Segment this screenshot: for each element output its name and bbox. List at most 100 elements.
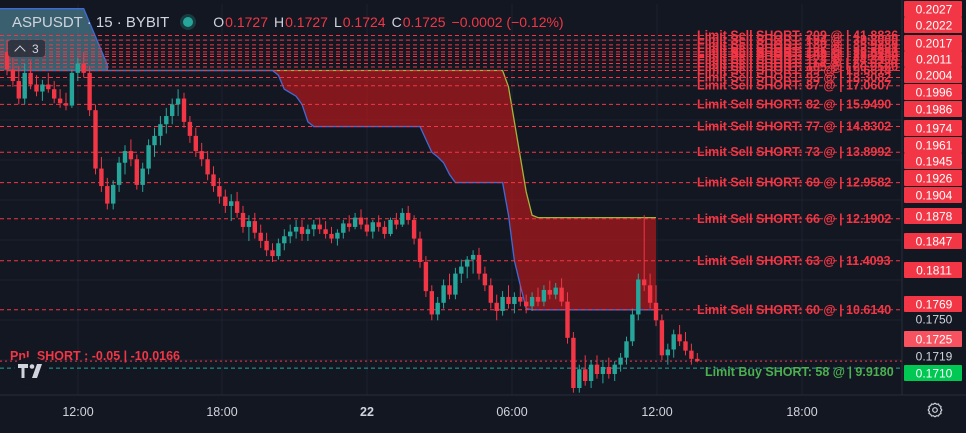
candle[interactable] [134, 154, 139, 190]
candle[interactable] [476, 247, 482, 280]
candle[interactable] [577, 364, 582, 393]
candle[interactable] [388, 217, 393, 237]
candle[interactable] [630, 308, 635, 346]
candle[interactable] [535, 287, 541, 307]
candle[interactable] [588, 359, 594, 388]
candle[interactable] [465, 256, 470, 279]
candle[interactable] [406, 205, 411, 225]
candle[interactable] [175, 89, 181, 117]
candle[interactable] [347, 215, 352, 232]
candle[interactable] [4, 40, 10, 76]
candle[interactable] [146, 139, 151, 175]
candle[interactable] [335, 229, 340, 246]
candle[interactable] [400, 208, 405, 227]
candle[interactable] [506, 285, 511, 309]
candle[interactable] [653, 285, 659, 327]
candle[interactable] [541, 285, 547, 307]
candle[interactable] [258, 224, 263, 248]
candle[interactable] [311, 219, 316, 237]
candle[interactable] [547, 280, 552, 300]
candle[interactable] [276, 238, 281, 260]
symbol-title[interactable]: ASPUSDT · 15 · BYBIT [12, 13, 170, 31]
candle[interactable] [341, 219, 346, 239]
candle[interactable] [170, 98, 175, 125]
candle[interactable] [411, 215, 417, 245]
candle[interactable] [93, 104, 98, 175]
candle[interactable] [453, 267, 458, 300]
candle[interactable] [16, 65, 21, 105]
candle[interactable] [559, 278, 564, 307]
candle[interactable] [364, 217, 370, 237]
candle[interactable] [429, 285, 434, 321]
candle[interactable] [105, 177, 110, 210]
candle[interactable] [435, 296, 440, 321]
candle[interactable] [28, 61, 33, 90]
candle[interactable] [193, 127, 198, 157]
candle[interactable] [22, 63, 27, 105]
candle[interactable] [612, 361, 617, 381]
candle[interactable] [187, 116, 193, 143]
candle[interactable] [299, 219, 305, 241]
candle[interactable] [376, 215, 381, 232]
candle[interactable] [246, 215, 252, 241]
candle[interactable] [382, 221, 387, 239]
candle[interactable] [323, 221, 328, 239]
candle[interactable] [40, 79, 45, 101]
candle[interactable] [52, 81, 57, 104]
candle[interactable] [75, 57, 80, 82]
candle[interactable] [116, 156, 122, 192]
candle[interactable] [671, 329, 676, 358]
candle[interactable] [87, 65, 92, 117]
candle[interactable] [618, 352, 623, 372]
candle[interactable] [69, 69, 75, 108]
gear-icon[interactable] [926, 401, 944, 419]
candle[interactable] [553, 282, 558, 300]
candle[interactable] [500, 291, 505, 316]
candle[interactable] [565, 292, 570, 344]
candle[interactable] [99, 156, 104, 192]
candle[interactable] [293, 219, 299, 239]
candle[interactable] [683, 331, 688, 356]
candle[interactable] [423, 256, 429, 297]
candle[interactable] [677, 324, 682, 346]
candle[interactable] [441, 279, 446, 309]
candle[interactable] [488, 278, 493, 309]
candle[interactable] [594, 355, 600, 379]
candle[interactable] [394, 212, 399, 230]
candle[interactable] [583, 355, 588, 386]
candle[interactable] [234, 191, 240, 218]
candle[interactable] [329, 226, 334, 244]
candle[interactable] [600, 359, 606, 384]
candle[interactable] [240, 205, 246, 233]
candle[interactable] [252, 212, 257, 239]
candle[interactable] [512, 292, 517, 314]
candle[interactable] [358, 209, 364, 230]
candle[interactable] [695, 352, 700, 363]
candle[interactable] [459, 259, 464, 283]
candle[interactable] [223, 189, 228, 213]
candle[interactable] [689, 343, 694, 365]
candle[interactable] [282, 229, 287, 251]
price-axis[interactable]: 0.2027 0.2022 0.2017 0.2011 0.2004 0.1996 0.19… [901, 0, 966, 395]
candle[interactable] [642, 215, 647, 292]
candle[interactable] [122, 145, 128, 175]
candle[interactable] [659, 314, 665, 360]
candle[interactable] [494, 294, 499, 321]
candle[interactable] [264, 232, 269, 257]
candle[interactable] [199, 142, 204, 167]
candle[interactable] [370, 219, 375, 239]
candle[interactable] [470, 250, 476, 274]
candle[interactable] [81, 51, 86, 78]
candle[interactable] [518, 285, 523, 307]
candle[interactable] [417, 231, 423, 268]
candle[interactable] [305, 224, 311, 241]
candle[interactable] [217, 177, 222, 204]
tradingview-logo-icon[interactable] [14, 357, 48, 385]
indicators-toggle-button[interactable]: 3 [8, 40, 45, 57]
candle[interactable] [270, 243, 275, 262]
candle[interactable] [606, 357, 611, 379]
candle[interactable] [164, 107, 169, 134]
candle[interactable] [128, 139, 134, 167]
candle[interactable] [211, 166, 216, 192]
